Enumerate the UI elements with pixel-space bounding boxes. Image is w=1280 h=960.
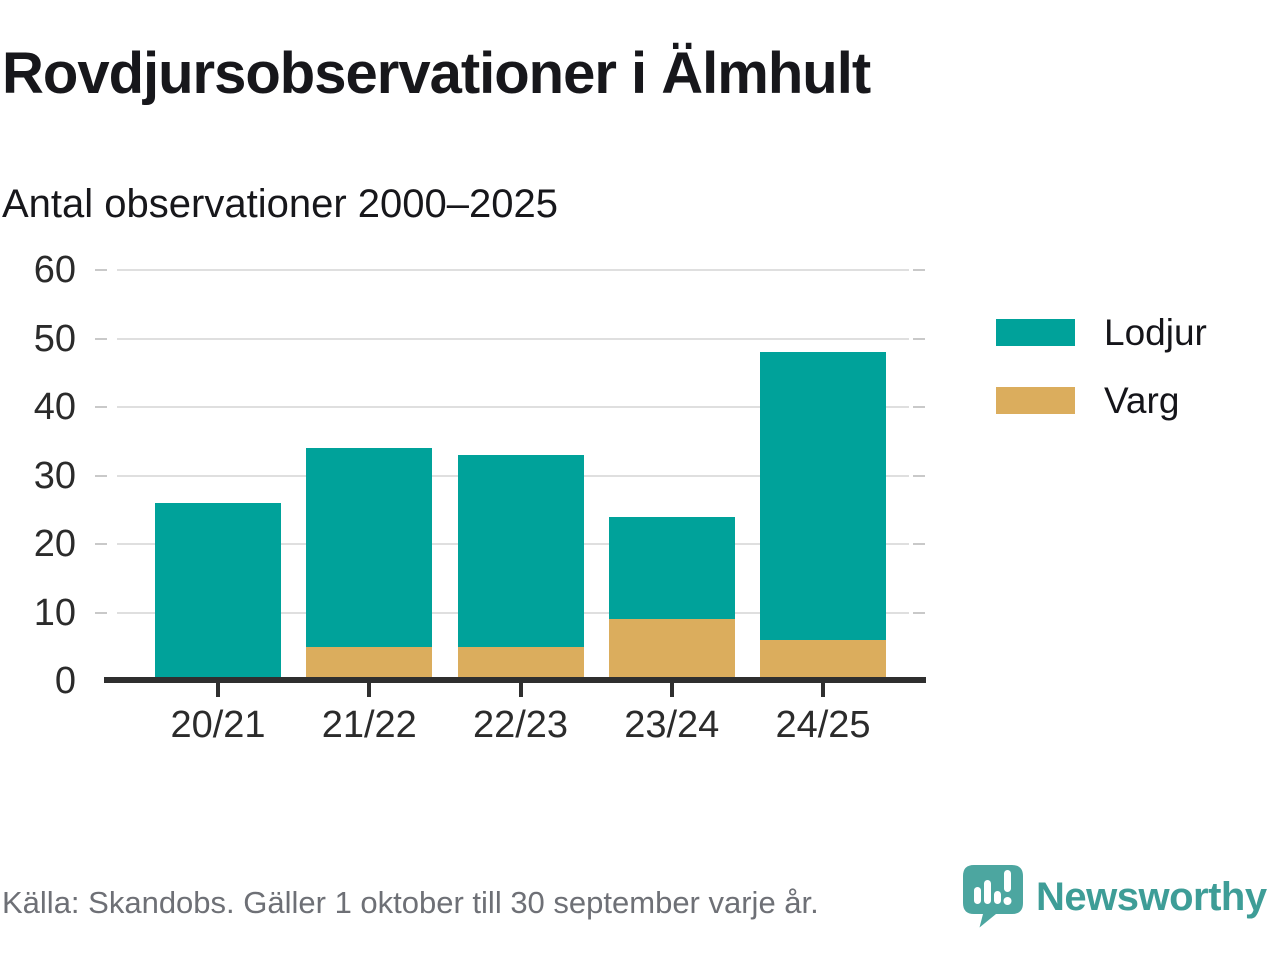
x-axis-label-20-21: 20/21: [170, 704, 266, 746]
x-axis-tick-23-24: [669, 683, 674, 697]
legend-swatch-varg: [996, 387, 1075, 414]
bar-22-23-lodjur: [457, 454, 584, 647]
gridline-tick-left: [95, 406, 107, 408]
y-axis-label-10: 10: [33, 591, 76, 634]
gridline-50: [117, 337, 909, 340]
bar-24-25-lodjur: [760, 352, 886, 640]
bar-20-21-lodjur: [155, 502, 281, 681]
gridline-tick-left: [95, 543, 107, 545]
x-axis-label-22-23: 22/23: [472, 704, 569, 746]
gridline-tick-right: [913, 406, 925, 408]
y-axis-label-60: 60: [33, 249, 76, 291]
legend-swatch-lodjur: [996, 319, 1075, 346]
y-axis-label-50: 50: [33, 317, 76, 360]
gridline-tick-left: [95, 474, 107, 477]
gridline-tick-right: [913, 474, 925, 477]
legend-item-lodjur: Lodjur: [996, 314, 1207, 351]
newsworthy-wordmark: Newsworthy: [1036, 875, 1267, 919]
gridline-tick-right: [913, 337, 925, 340]
chart-title: Rovdjursobservationer i Älmhult: [2, 41, 871, 106]
legend-label-varg: Varg: [1104, 380, 1180, 421]
gridline-60: [117, 269, 909, 271]
gridline-tick-right: [913, 269, 925, 271]
footer-source: Källa: Skandobs. Gäller 1 oktober till 3…: [2, 885, 819, 920]
legend-item-varg: Varg: [996, 382, 1207, 419]
gridline-tick-right: [913, 543, 925, 545]
y-axis-label-0: 0: [54, 660, 76, 702]
bar-23-24-varg: [608, 619, 735, 681]
x-axis-label-24-25: 24/25: [775, 704, 871, 746]
y-axis-label-40: 40: [33, 386, 76, 428]
bar-21-22-lodjur: [306, 448, 433, 647]
bar-23-24-lodjur: [608, 516, 735, 620]
y-axis-label-20: 20: [33, 523, 76, 565]
x-axis-line: [104, 677, 926, 683]
gridline-tick-left: [95, 611, 107, 614]
legend: Lodjur Varg: [996, 314, 1207, 450]
x-axis-tick-24-25: [821, 683, 825, 697]
newsworthy-logo-icon: [963, 865, 1023, 928]
legend-label-lodjur: Lodjur: [1104, 312, 1207, 353]
x-axis-label-21-22: 21/22: [321, 704, 417, 746]
gridline-tick-left: [95, 269, 107, 271]
x-axis-tick-22-23: [518, 683, 523, 697]
gridline-tick-left: [95, 337, 107, 340]
x-axis-tick-21-22: [367, 683, 372, 697]
bar-21-22-varg: [306, 646, 433, 681]
x-axis-label-23-24: 23/24: [624, 704, 720, 746]
gridline-tick-right: [913, 611, 925, 614]
bar-24-25-varg: [760, 639, 886, 681]
y-axis-label-30: 30: [33, 454, 76, 497]
chart-subtitle: Antal observationer 2000–2025: [2, 182, 558, 226]
gridline-40: [117, 406, 909, 408]
x-axis-tick-20-21: [216, 683, 220, 697]
plot-area: [95, 269, 926, 681]
bar-22-23-varg: [457, 646, 584, 681]
